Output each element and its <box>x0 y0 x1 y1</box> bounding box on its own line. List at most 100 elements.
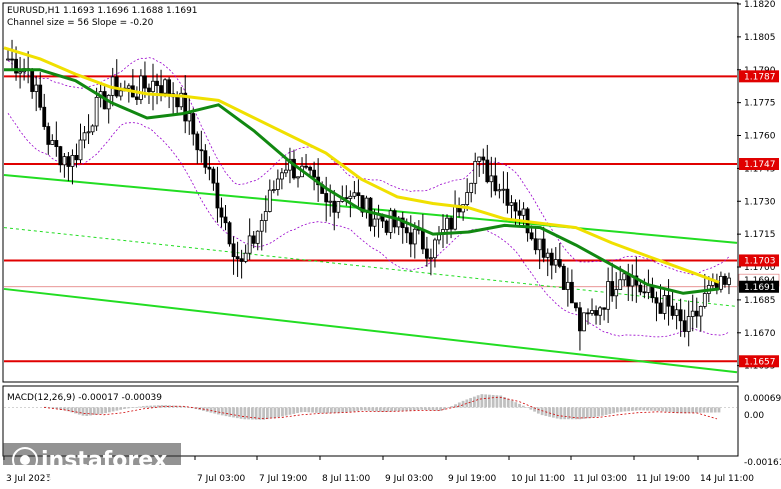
macd-histogram-bar <box>570 407 574 420</box>
macd-histogram-bar <box>582 407 585 419</box>
macd-histogram-bar <box>92 407 96 415</box>
macd-histogram-bar <box>213 407 217 414</box>
macd-tick-bottom: -0.00161 <box>744 458 781 468</box>
macd-histogram-bar <box>619 407 623 412</box>
macd-histogram-bar <box>668 407 672 413</box>
candle-body <box>594 310 598 316</box>
candle-body <box>227 222 232 245</box>
candle-body <box>155 80 159 87</box>
macd-histogram-bar <box>266 407 269 420</box>
macd-histogram-bar <box>488 394 491 408</box>
candle-body <box>465 192 470 205</box>
candle-body <box>694 310 699 317</box>
macd-tick-top: 0.00069 <box>744 394 781 404</box>
macd-histogram-bar <box>273 407 277 418</box>
macd-histogram-bar <box>450 406 454 408</box>
macd-histogram-bar <box>615 407 619 413</box>
macd-histogram-bar <box>228 407 232 417</box>
macd-histogram-bar <box>62 407 66 411</box>
macd-histogram-bar <box>600 407 604 416</box>
candle-body <box>78 139 83 161</box>
candle-body <box>118 90 123 97</box>
candle-body <box>541 238 546 258</box>
macd-histogram-bar <box>638 407 642 411</box>
macd-histogram-bar <box>695 407 698 413</box>
macd-histogram-bar <box>657 407 661 411</box>
macd-histogram-bar <box>563 407 567 420</box>
candle-body <box>549 252 554 266</box>
macd-histogram-bar <box>578 407 582 420</box>
candle-body <box>477 156 482 162</box>
candle-body <box>719 275 723 290</box>
x-tick-label: 11 Jul 03:00 <box>573 474 627 484</box>
candle-body <box>175 96 180 108</box>
candle-body <box>545 252 550 258</box>
macd-histogram-bar <box>506 398 510 408</box>
candle-body <box>42 106 47 127</box>
macd-histogram-bar <box>209 407 213 413</box>
macd-histogram-bar <box>672 407 676 413</box>
x-tick-label: 11 Jul 19:00 <box>636 474 690 484</box>
candle-body <box>590 310 594 314</box>
price-tag-label: 1.1787 <box>744 72 776 82</box>
macd-histogram-bar <box>691 407 695 413</box>
candle-body <box>574 302 578 309</box>
macd-histogram-bar <box>604 407 608 415</box>
candle-body <box>429 257 433 260</box>
y-tick-label: 1.1700 <box>744 263 776 273</box>
candle-body <box>678 309 683 322</box>
macd-histogram-bar <box>446 407 450 408</box>
macd-histogram-bar <box>303 407 307 412</box>
macd-histogram-bar <box>427 407 431 411</box>
macd-histogram-bar <box>100 407 104 414</box>
macd-histogram-bar <box>141 406 145 408</box>
macd-histogram-bar <box>439 407 442 411</box>
macd-histogram-bar <box>491 394 495 408</box>
candle-body <box>569 281 574 304</box>
price-tag-label: 1.1703 <box>744 256 776 266</box>
candle-body <box>259 220 264 232</box>
channel-lower-line <box>3 287 738 374</box>
y-tick-label: 1.1820 <box>744 0 776 10</box>
candle-body <box>288 158 292 171</box>
price-tag <box>739 254 779 267</box>
candle-body <box>666 295 671 307</box>
candle-body <box>384 220 389 233</box>
candle-body <box>449 217 453 230</box>
macd-histogram-bar <box>322 407 326 414</box>
candle-body <box>284 169 288 174</box>
macd-histogram-bar <box>567 407 570 420</box>
candle-body <box>497 189 502 192</box>
macd-histogram-bar <box>627 407 631 412</box>
macd-histogram-bar <box>706 407 710 413</box>
macd-histogram-bar <box>153 405 156 408</box>
candle-body <box>582 312 586 332</box>
candle-body <box>489 175 494 183</box>
candle-body <box>348 195 353 199</box>
macd-histogram-bar <box>284 407 288 416</box>
bollinger-bands <box>7 57 730 338</box>
macd-histogram-bar <box>149 405 153 408</box>
macd-histogram-bar <box>299 407 303 413</box>
macd-histogram-bar <box>521 405 525 408</box>
moving-averages <box>3 46 720 295</box>
macd-histogram-bar <box>687 407 691 414</box>
macd-histogram-bar <box>217 407 220 415</box>
candle-body <box>86 131 91 134</box>
watermark-brand: instaforex <box>41 448 167 473</box>
macd-histogram-bar <box>311 407 314 413</box>
macd-histogram-bar <box>175 405 179 408</box>
candle-body <box>6 58 10 61</box>
candle-body <box>445 217 449 230</box>
candle-body <box>275 178 280 190</box>
macd-histogram-bar <box>262 407 266 420</box>
macd-histogram-bar <box>70 407 74 413</box>
macd-histogram-bar <box>326 407 330 414</box>
macd-histogram-bar <box>115 407 119 411</box>
candle-body <box>328 200 333 203</box>
horizontal-levels <box>4 75 737 363</box>
macd-histogram-bar <box>243 407 247 420</box>
macd-histogram-bar <box>250 407 254 420</box>
candle-body <box>143 75 147 89</box>
macd-histogram-bar <box>224 407 228 417</box>
